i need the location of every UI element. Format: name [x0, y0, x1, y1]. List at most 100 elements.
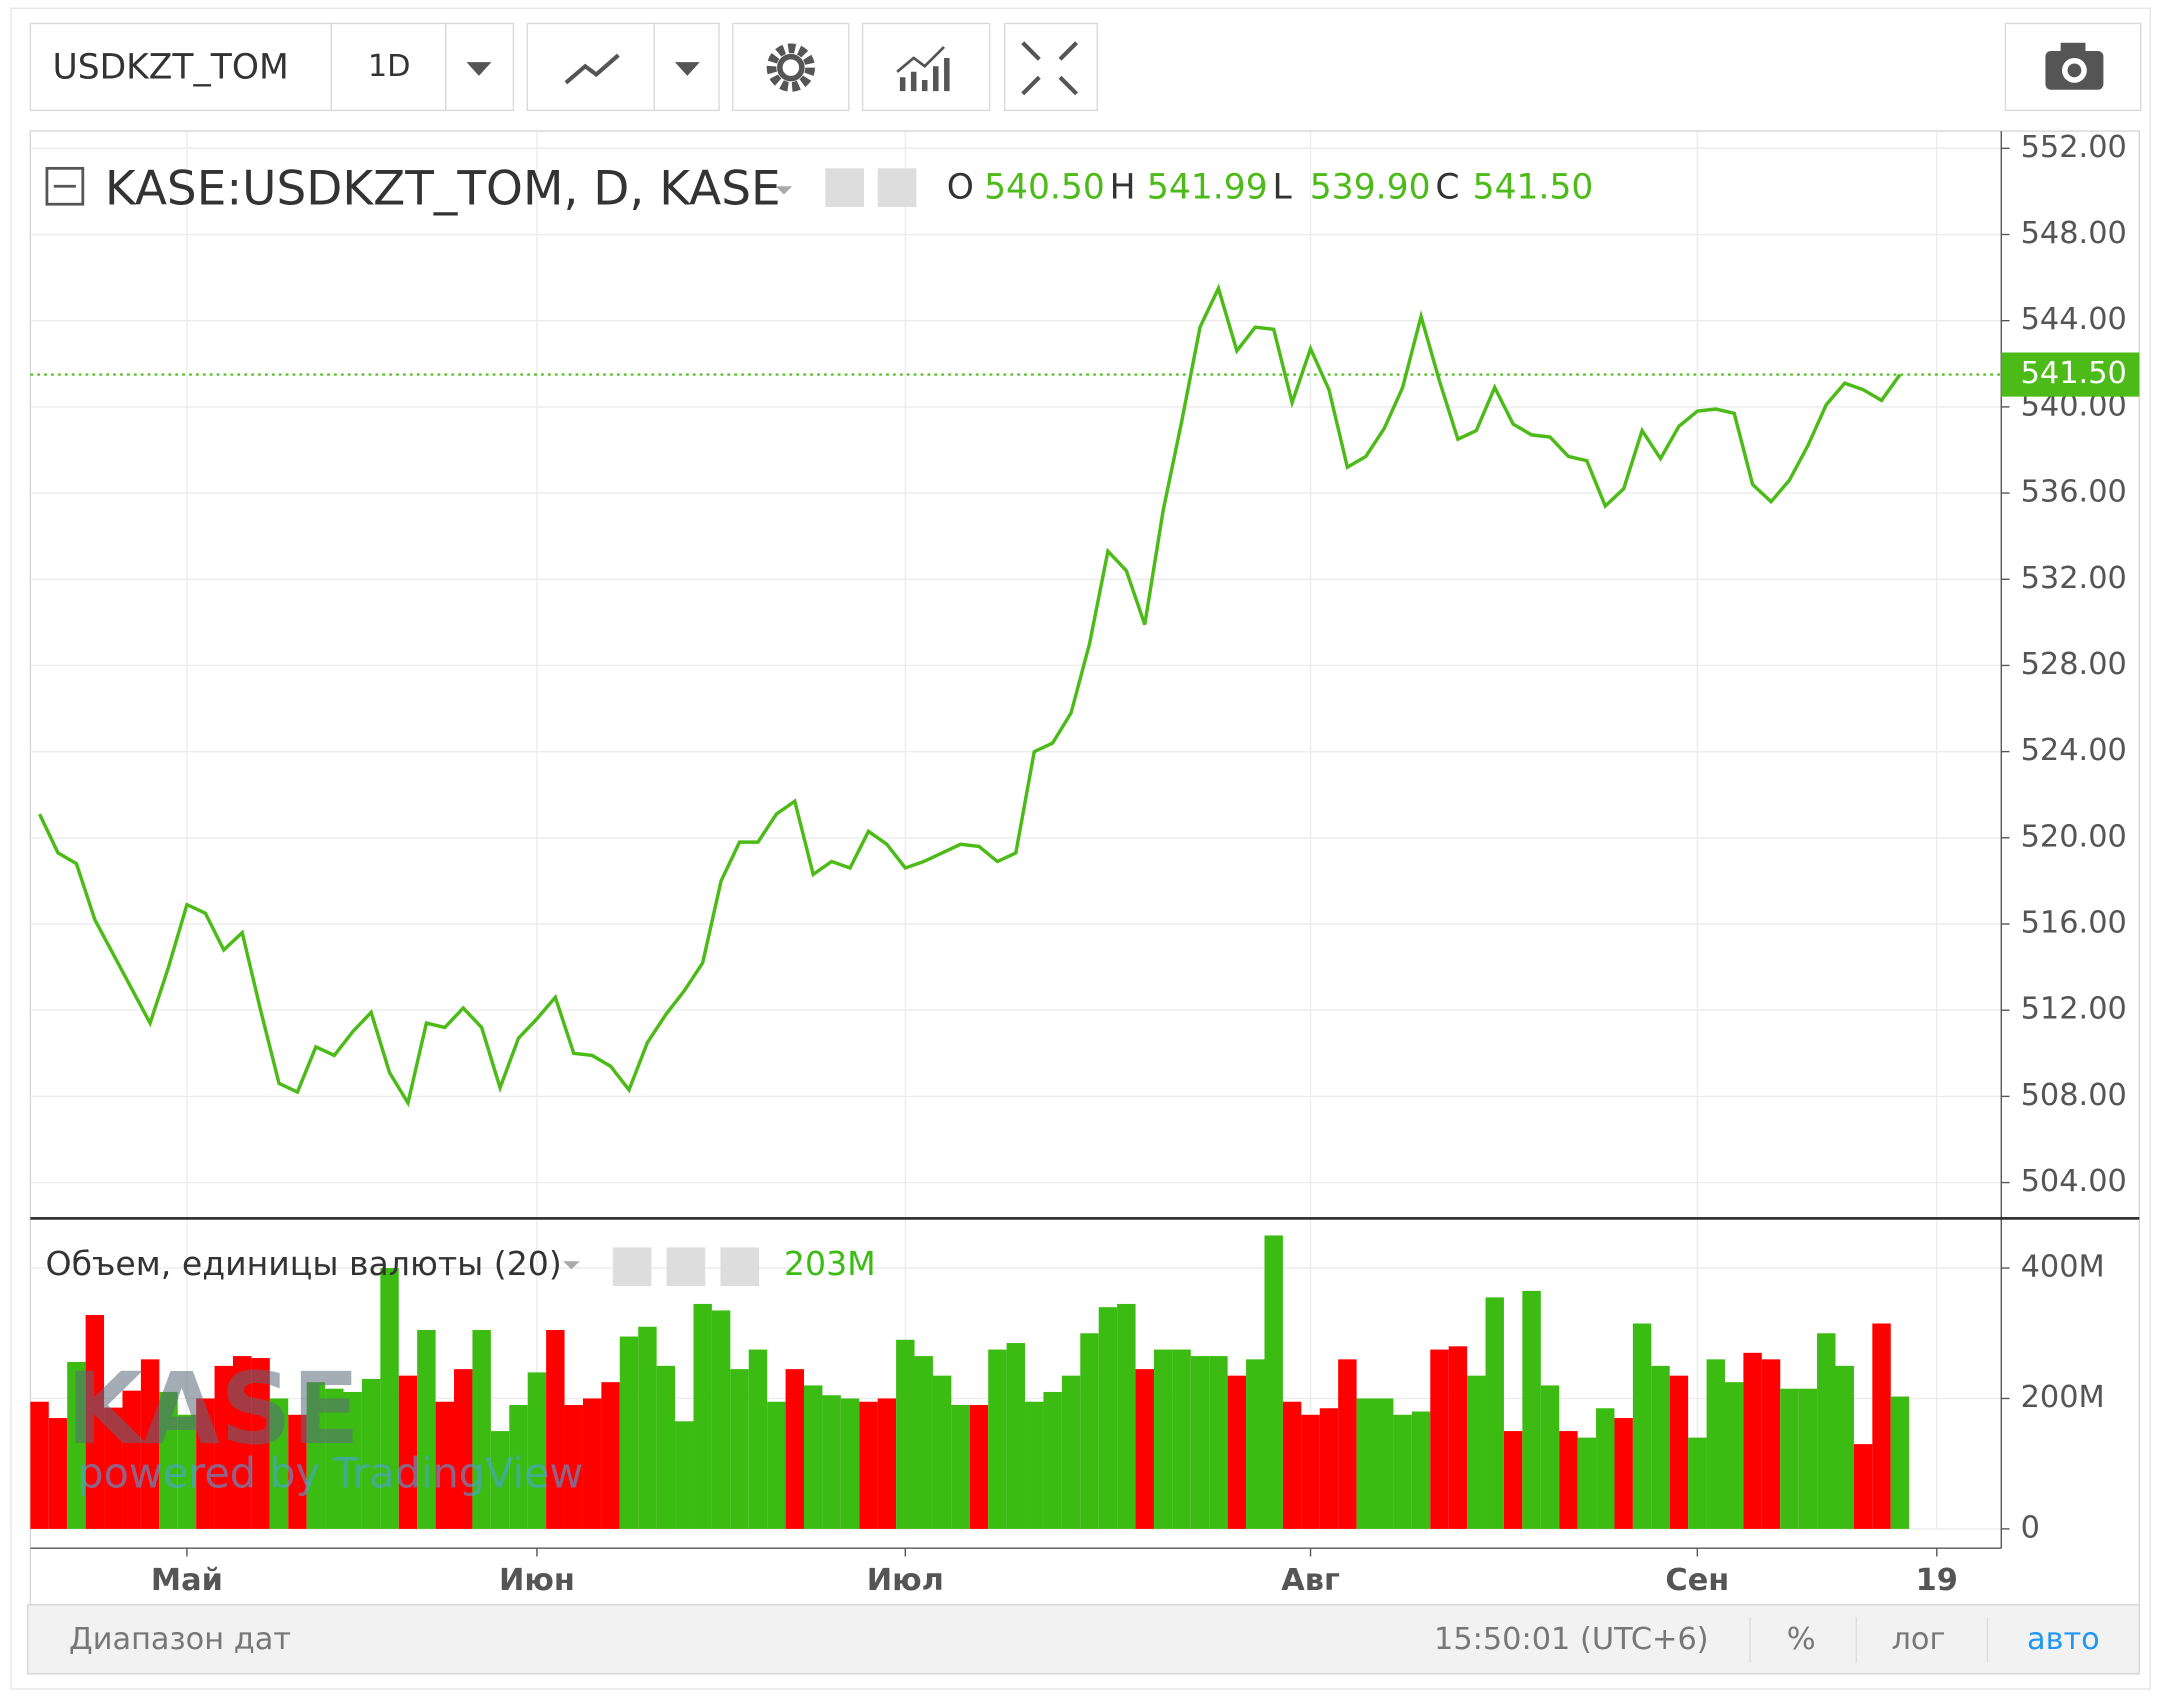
volume-bar — [490, 1431, 510, 1529]
date-range[interactable]: Диапазон дат — [69, 1622, 291, 1657]
volume-bar — [1080, 1333, 1099, 1529]
line-icon — [564, 53, 620, 85]
volume-bar — [122, 1390, 141, 1529]
volume-bar — [1577, 1437, 1597, 1529]
auto-toggle[interactable]: авто — [2027, 1622, 2100, 1657]
volume-bar — [638, 1326, 657, 1529]
volume-bar — [1724, 1382, 1744, 1529]
volume-bar — [1264, 1235, 1283, 1529]
price-title: KASE:USDKZT_TOM, D, KASE — [105, 161, 781, 216]
price-line — [38, 283, 1902, 1108]
volume-bar — [546, 1330, 565, 1529]
volume-bar — [1853, 1444, 1873, 1529]
indicators-line — [896, 45, 946, 73]
percent-toggle[interactable]: % — [1787, 1622, 1816, 1657]
volume-bar — [822, 1395, 841, 1529]
volume-bar — [1246, 1359, 1265, 1529]
settings-button[interactable] — [732, 22, 850, 112]
volume-bar — [1706, 1359, 1725, 1529]
caret — [674, 62, 700, 76]
ohlc-value: 541.99 — [1147, 168, 1268, 208]
volume-bar — [1761, 1359, 1781, 1529]
volume-bar — [932, 1375, 952, 1529]
x-tick-label: Июл — [867, 1563, 944, 1598]
volume-bar — [435, 1401, 455, 1529]
volume-bar — [1596, 1408, 1615, 1529]
style-button[interactable] — [526, 22, 655, 112]
volume-last: 203M — [784, 1244, 876, 1283]
volume-bar — [1817, 1333, 1836, 1529]
interval: 1D — [368, 49, 411, 84]
symbol-button[interactable] — [29, 22, 332, 112]
ohlc-value: 539.90 — [1310, 168, 1431, 208]
x-tick-label: Авг — [1281, 1563, 1340, 1598]
volume-bar — [1153, 1349, 1173, 1529]
eye-icon — [825, 168, 864, 207]
volume-bar — [1430, 1349, 1449, 1529]
volume-bar — [803, 1385, 823, 1529]
volume-bar — [1669, 1375, 1689, 1529]
ohlc-label: C — [1435, 168, 1459, 208]
volume-bar — [1006, 1343, 1026, 1529]
volume-bar — [288, 1414, 307, 1529]
volume-bar — [601, 1382, 620, 1529]
volume-bar — [140, 1359, 160, 1529]
volume-bar — [454, 1369, 473, 1529]
volume-bar — [582, 1398, 602, 1529]
indicators-button[interactable] — [861, 22, 991, 112]
volume-bar — [675, 1421, 694, 1529]
y-tick-label: 516.00 — [2021, 906, 2127, 941]
volume-bar — [417, 1330, 436, 1529]
watermark-logo: KASE — [66, 1352, 359, 1467]
y-tick-label: 532.00 — [2021, 561, 2127, 596]
x-tick-label: 19 — [1916, 1563, 1958, 1598]
indicators-icon — [899, 57, 950, 92]
volume-bar — [1301, 1414, 1320, 1529]
volume-bar — [1743, 1352, 1762, 1529]
volume-bar — [1393, 1414, 1412, 1529]
volume-bar — [1614, 1418, 1633, 1529]
volume-bar — [1651, 1365, 1670, 1529]
toolbar-icons — [466, 41, 2104, 96]
volume-bar — [1209, 1356, 1228, 1529]
volume-title: Объем, единицы валюты (20) — [46, 1244, 562, 1283]
volume-bar — [1375, 1398, 1394, 1529]
volume-bar — [159, 1391, 178, 1529]
volume-bar — [85, 1315, 105, 1529]
volume-bar — [1190, 1356, 1210, 1529]
symbol: USDKZT_TOM — [52, 47, 288, 87]
ohlc-value: 541.50 — [1473, 168, 1594, 208]
ohlc-label: O — [947, 168, 974, 208]
volume-bar — [1135, 1369, 1154, 1529]
volume-icon — [666, 1247, 706, 1287]
volume-bar — [48, 1418, 68, 1529]
fullscreen-icon — [1021, 41, 1079, 96]
ohlc-label: H — [1110, 168, 1136, 208]
volume-icon — [612, 1247, 652, 1287]
fullscreen-button[interactable] — [1004, 22, 1098, 112]
y-tick-label: 524.00 — [2021, 733, 2127, 768]
ohlc-label: L — [1273, 168, 1293, 208]
volume-bar — [785, 1369, 804, 1529]
y-tick-label: 0 — [2021, 1510, 2040, 1545]
x-tick-label: Сен — [1665, 1563, 1729, 1598]
interval-button[interactable] — [330, 22, 447, 112]
volume-bar — [1117, 1303, 1136, 1529]
volume-bar — [951, 1404, 970, 1529]
y-tick-label: 400M — [2021, 1250, 2105, 1285]
volume-bar — [767, 1401, 786, 1529]
y-tick-label: 552.00 — [2021, 130, 2127, 165]
volume-bar — [730, 1369, 749, 1529]
volume-bar — [1448, 1346, 1468, 1529]
log-toggle[interactable]: лог — [1891, 1622, 1945, 1657]
volume-bar — [104, 1407, 123, 1529]
volume-bar — [1411, 1411, 1431, 1529]
volume-bar — [306, 1382, 326, 1529]
volume-bar — [1485, 1297, 1504, 1529]
volume-bar — [1522, 1290, 1541, 1529]
gear-icon — [766, 43, 816, 92]
volume-bar — [914, 1356, 933, 1529]
caret — [466, 62, 492, 76]
y-tick-label: 544.00 — [2021, 302, 2127, 337]
